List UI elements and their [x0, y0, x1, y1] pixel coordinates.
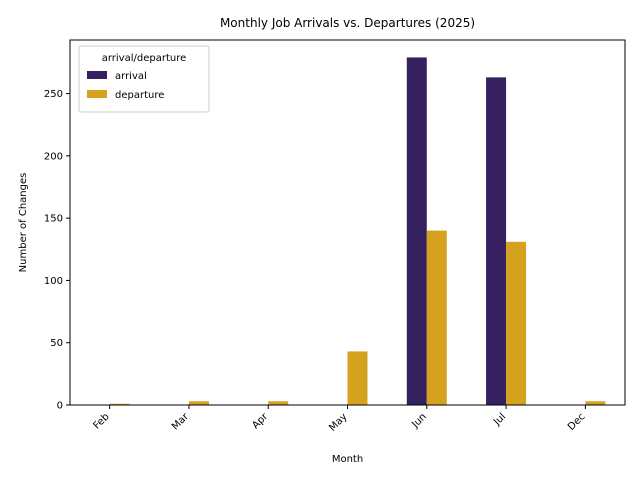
- bar-arrival-jul: [486, 77, 507, 406]
- y-tick-label: 50: [50, 338, 63, 349]
- chart-title: Monthly Job Arrivals vs. Departures (202…: [220, 16, 475, 30]
- y-tick-label: 100: [44, 276, 63, 287]
- x-tick-label: May: [327, 411, 349, 433]
- x-tick-label: Apr: [250, 411, 271, 432]
- y-tick-label: 0: [57, 401, 63, 412]
- bar-departure-jun: [426, 230, 447, 405]
- legend-label-departure: departure: [115, 90, 164, 101]
- x-tick-label: Jun: [409, 411, 429, 431]
- y-axis: 0 50 100 150 200 250: [44, 89, 70, 412]
- x-axis-label: Month: [332, 454, 363, 465]
- x-tick-label: Dec: [566, 411, 587, 432]
- bar-departure-mar: [188, 401, 209, 405]
- x-axis: Feb Mar Apr May Jun Jul Dec: [91, 405, 587, 434]
- bar-departure-dec: [585, 401, 606, 405]
- legend-swatch-arrival: [87, 71, 107, 79]
- bar-departure-may: [347, 351, 368, 405]
- y-tick-label: 250: [44, 89, 63, 100]
- x-tick-label: Jul: [491, 411, 508, 428]
- legend: arrival/departure arrival departure: [78, 45, 210, 113]
- x-tick-label: Mar: [170, 411, 192, 433]
- y-tick-label: 200: [44, 151, 63, 162]
- bar-departure-apr: [268, 401, 289, 405]
- x-tick-label: Feb: [91, 411, 111, 431]
- plot-area: [69, 39, 626, 406]
- bar-departure-jul: [506, 241, 527, 405]
- bar-departure-feb: [109, 403, 130, 405]
- bar-arrival-jun: [406, 57, 427, 405]
- legend-swatch-departure: [87, 90, 107, 98]
- y-axis-label: Number of Changes: [18, 173, 29, 273]
- legend-frame: [78, 45, 210, 113]
- legend-title: arrival/departure: [102, 53, 187, 64]
- legend-label-arrival: arrival: [115, 71, 147, 82]
- y-tick-label: 150: [44, 214, 63, 225]
